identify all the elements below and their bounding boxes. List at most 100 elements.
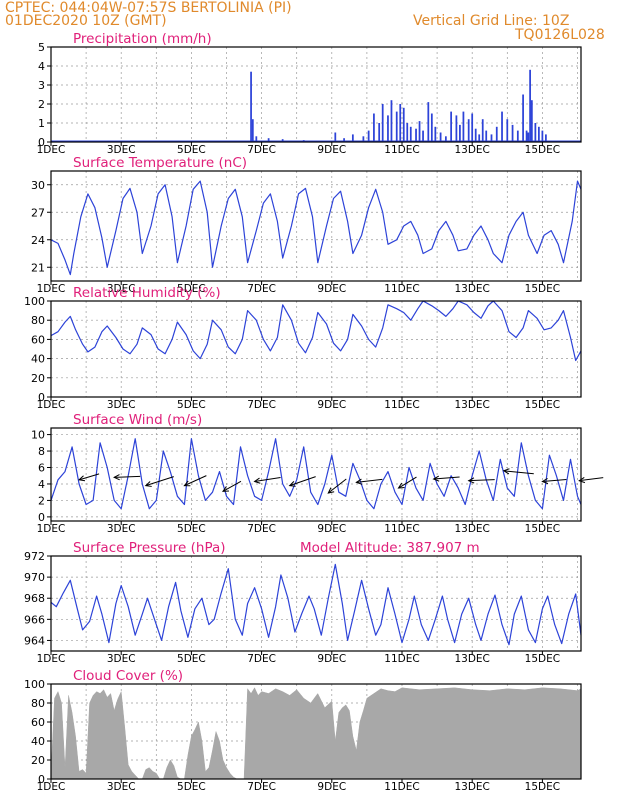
precip-xtick-label: 7DEC [247,144,276,156]
pressure-series-line [50,563,582,646]
precip-xtick-label: 15DEC [525,144,560,156]
precip-xtick-label: 3DEC [107,144,136,156]
cloud-xtick-label: 7DEC [247,781,276,793]
wind-arrow-head [221,486,230,492]
cloud-frame [50,683,582,780]
wind-arrow-head [432,475,440,482]
rh-xtick-label: 15DEC [525,399,560,411]
precip-xtick-label: 1DEC [37,144,66,156]
cloud-ytick-label: 20 [31,754,45,767]
precip-bar [406,123,409,142]
pressure-xtick-label: 11DEC [384,653,419,665]
wind-arrow [254,477,281,482]
temp-frame [50,170,582,282]
precip-bar [378,123,381,142]
rh-ytick-label: 80 [31,314,45,327]
temp-panel: 21 24 27 30 1DEC 3DEC 5DEC 7DEC 9DEC 11DEC 13DEC 15… [31,155,582,295]
precip-bar [467,119,470,142]
pressure-xtick-label: 7DEC [247,653,276,665]
precip-bar [527,132,530,142]
precip-bar [430,113,433,142]
wind-ytick-label: 4 [38,478,45,491]
wind-arrow [542,478,567,482]
precip-bar [390,100,393,142]
pressure-ytick-label: 968 [24,592,45,605]
pressure-xtick-label: 3DEC [107,653,136,665]
wind-arrow [114,475,141,478]
pressure-ytick-label: 964 [24,634,45,647]
precip-bar [471,113,474,142]
cloud-ytick-label: 60 [31,716,45,729]
rh-ytick-label: 0 [38,391,45,404]
temp-xtick-label: 13DEC [454,283,489,295]
precip-bar [415,128,417,142]
wind-ytick-label: 10 [31,429,45,442]
precip-bar [474,128,477,142]
pressure-title: Surface Pressure (hPa) [73,540,226,556]
precip-ytick-label: 1 [38,117,45,130]
wind-arrow-head [113,474,120,481]
precip-ytick-label: 2 [38,98,45,111]
rh-xtick-label: 9DEC [317,399,346,411]
rh-ytick-label: 40 [31,353,45,366]
wind-arrow-head [355,478,363,485]
cloud-panel: 0 20 40 60 80 100 1DEC 3DEC 5DEC 7DEC 9DEC 11DEC 13D… [24,668,582,793]
wind-arrow-head [502,468,510,475]
wind-xtick-label: 9DEC [317,523,346,535]
temp-xtick-label: 7DEC [247,283,276,295]
wind-xtick-label: 11DEC [384,523,419,535]
precip-bar [459,124,461,142]
precip-bar [490,134,493,142]
cloud-ytick-label: 100 [24,678,45,691]
wind-arrow [503,470,534,475]
precip-ytick-label: 4 [38,60,45,73]
pressure-ytick-label: 970 [24,571,45,584]
precip-bar [387,115,389,142]
wind-arrow [433,476,460,480]
temp-xtick-label: 15DEC [525,283,560,295]
precip-bar [402,107,405,142]
rh-xtick-label: 3DEC [107,399,136,411]
pressure-xtick-label: 5DEC [177,653,206,665]
wind-arrow-head [578,476,586,484]
wind-arrow-head [183,480,191,487]
wind-arrow [145,476,174,487]
precip-bar [334,132,337,142]
wind-ytick-label: 6 [38,462,45,475]
precip-bar [267,138,270,142]
wind-arrow [289,476,316,487]
wind-arrow-head [144,481,152,487]
precip-bar [534,123,537,142]
precip-bar [399,104,402,142]
rh-ytick-label: 100 [24,295,45,308]
wind-arrow [184,475,207,487]
pressure-panel: 964 966 968 970 972 1DEC 3DEC 5DEC 7DEC 9DEC 11DEC… [24,540,582,665]
wind-xtick-label: 1DEC [37,523,66,535]
precip-bar [501,111,503,142]
precip-bar [343,138,345,142]
pressure-ytick-label: 972 [24,550,45,563]
rh-xtick-label: 1DEC [37,399,66,411]
wind-arrow-head [288,481,296,487]
precip-bar [395,111,398,142]
pressure-xtick-label: 9DEC [317,653,346,665]
wind-arrow-head [77,475,86,482]
cloud-xtick-label: 9DEC [317,781,346,793]
precip-bar [506,119,509,142]
wind-arrow-head [397,482,405,489]
precip-bar [485,130,488,142]
temp-ytick-label: 27 [31,206,45,219]
wind-arrow-head [327,487,335,494]
wind-xtick-label: 7DEC [247,523,276,535]
temp-xtick-label: 5DEC [177,283,206,295]
cloud-xtick-label: 11DEC [384,781,419,793]
temp-xtick-label: 9DEC [317,283,346,295]
precip-bar [362,136,365,142]
rh-xtick-label: 7DEC [247,399,276,411]
precip-xtick-label: 13DEC [454,144,489,156]
header-station: CPTEC: 044:04W-07:57S BERTOLINIA (PI) [5,0,292,16]
wind-xtick-label: 3DEC [107,523,136,535]
precip-bar [351,134,354,142]
temp-series-line [50,180,582,276]
